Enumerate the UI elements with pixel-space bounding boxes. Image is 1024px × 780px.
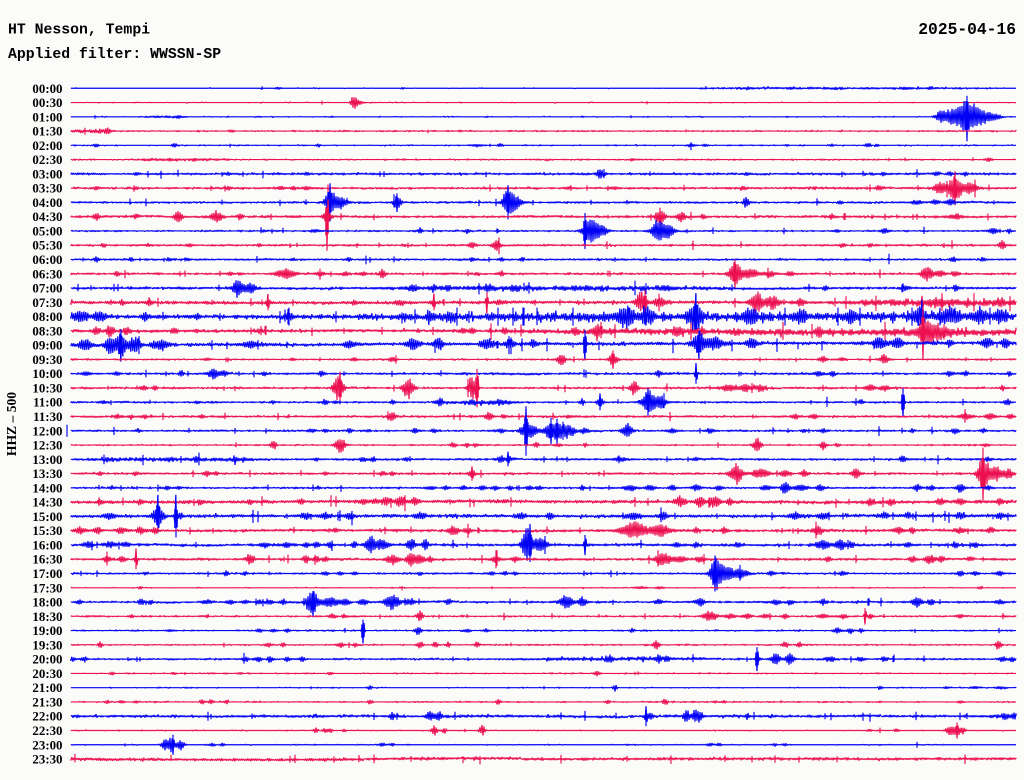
svg-text:01:00: 01:00 <box>32 110 62 124</box>
svg-text:23:00: 23:00 <box>32 738 62 752</box>
svg-text:06:30: 06:30 <box>32 267 62 281</box>
svg-text:22:30: 22:30 <box>32 724 62 738</box>
svg-text:10:00: 10:00 <box>32 367 62 381</box>
svg-text:08:00: 08:00 <box>32 310 62 324</box>
svg-text:17:30: 17:30 <box>32 581 62 595</box>
svg-text:04:00: 04:00 <box>32 196 62 210</box>
svg-text:HT Nesson, Tempi: HT Nesson, Tempi <box>8 23 150 39</box>
svg-text:19:00: 19:00 <box>32 624 62 638</box>
svg-text:05:30: 05:30 <box>32 239 62 253</box>
svg-text:12:30: 12:30 <box>32 439 62 453</box>
svg-text:15:30: 15:30 <box>32 524 62 538</box>
svg-text:08:30: 08:30 <box>32 324 62 338</box>
svg-text:18:00: 18:00 <box>32 596 62 610</box>
svg-text:14:30: 14:30 <box>32 496 62 510</box>
svg-text:05:00: 05:00 <box>32 225 62 239</box>
svg-text:17:00: 17:00 <box>32 567 62 581</box>
svg-text:2025-04-16: 2025-04-16 <box>918 20 1016 39</box>
svg-text:03:00: 03:00 <box>32 167 62 181</box>
svg-text:04:30: 04:30 <box>32 210 62 224</box>
svg-text:09:00: 09:00 <box>32 339 62 353</box>
svg-text:02:00: 02:00 <box>32 139 62 153</box>
svg-text:09:30: 09:30 <box>32 353 62 367</box>
svg-text:11:00: 11:00 <box>33 396 62 410</box>
svg-text:22:00: 22:00 <box>32 710 62 724</box>
svg-text:Applied filter: WWSSN-SP: Applied filter: WWSSN-SP <box>8 47 221 63</box>
svg-text:16:00: 16:00 <box>32 539 62 553</box>
svg-text:12:00: 12:00 <box>32 424 62 438</box>
svg-text:01:30: 01:30 <box>32 125 62 139</box>
svg-text:00:30: 00:30 <box>32 96 62 110</box>
svg-text:02:30: 02:30 <box>32 153 62 167</box>
svg-text:07:00: 07:00 <box>32 282 62 296</box>
svg-text:00:00: 00:00 <box>32 82 62 96</box>
svg-text:13:30: 13:30 <box>32 467 62 481</box>
svg-text:10:30: 10:30 <box>32 382 62 396</box>
svg-text:23:30: 23:30 <box>32 753 62 767</box>
svg-text:13:00: 13:00 <box>32 453 62 467</box>
svg-text:20:00: 20:00 <box>32 653 62 667</box>
svg-text:19:30: 19:30 <box>32 638 62 652</box>
svg-text:07:30: 07:30 <box>32 296 62 310</box>
svg-text:18:30: 18:30 <box>32 610 62 624</box>
svg-text:06:00: 06:00 <box>32 253 62 267</box>
svg-text:15:00: 15:00 <box>32 510 62 524</box>
svg-text:14:00: 14:00 <box>32 481 62 495</box>
svg-text:21:30: 21:30 <box>32 695 62 709</box>
svg-text:11:30: 11:30 <box>33 410 62 424</box>
svg-text:HHZ – 500: HHZ – 500 <box>4 392 19 456</box>
svg-text:21:00: 21:00 <box>32 681 62 695</box>
svg-text:16:30: 16:30 <box>32 553 62 567</box>
svg-text:20:30: 20:30 <box>32 667 62 681</box>
svg-text:03:30: 03:30 <box>32 182 62 196</box>
